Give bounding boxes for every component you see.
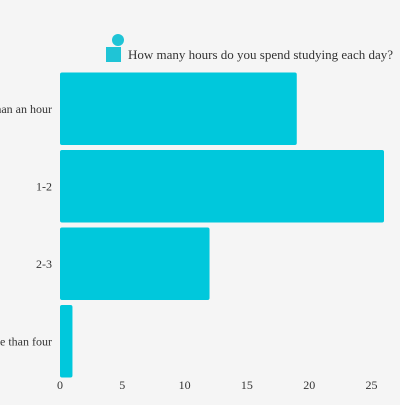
bar [60, 227, 210, 300]
legend: How many hours do you spend studying eac… [106, 34, 393, 62]
legend-marker-circle [112, 34, 124, 46]
x-tick-label: 15 [241, 378, 253, 392]
x-axis-ticks: 0 5 10 15 20 25 [57, 378, 378, 392]
x-tick-label: 20 [303, 378, 315, 392]
bar [60, 305, 73, 378]
category-label: 2-3 [36, 257, 52, 271]
x-tick-label: 0 [57, 378, 63, 392]
category-label: 1-2 [36, 179, 52, 193]
category-labels: Less than an hour 1-2 2-3 More than four [0, 102, 52, 349]
bar [60, 150, 384, 223]
legend-marker-square [106, 47, 121, 62]
x-tick-label: 25 [366, 378, 378, 392]
bar [60, 72, 297, 145]
x-tick-label: 10 [179, 378, 191, 392]
x-tick-label: 5 [119, 378, 125, 392]
category-label: Less than an hour [0, 102, 52, 116]
bars-group [60, 72, 384, 378]
category-label: More than four [0, 334, 52, 348]
legend-label: How many hours do you spend studying eac… [128, 47, 393, 62]
